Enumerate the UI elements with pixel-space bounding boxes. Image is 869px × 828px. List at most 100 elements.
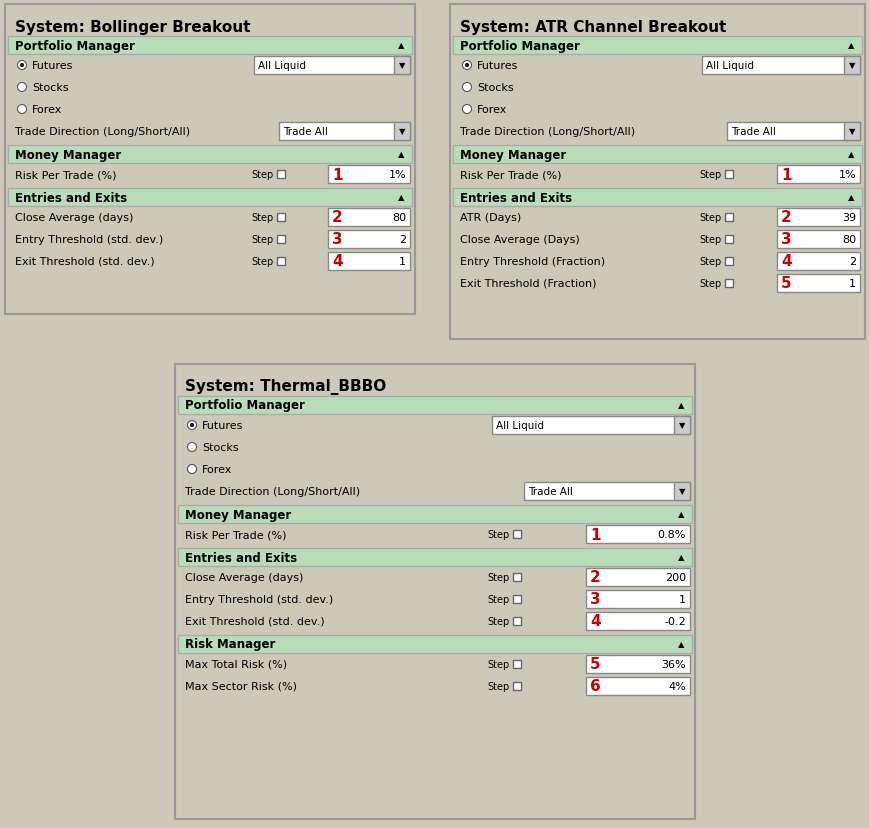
Text: ▼: ▼	[678, 421, 685, 430]
Text: 5: 5	[589, 657, 600, 672]
Text: Entry Threshold (Fraction): Entry Threshold (Fraction)	[460, 257, 605, 267]
Text: Risk Per Trade (%): Risk Per Trade (%)	[185, 529, 286, 539]
Text: 4%: 4%	[667, 681, 686, 691]
Text: Money Manager: Money Manager	[185, 508, 291, 521]
Text: Money Manager: Money Manager	[15, 148, 121, 161]
Bar	[726, 123, 859, 141]
Bar	[175, 364, 694, 819]
Bar	[673, 483, 689, 500]
Text: Forex: Forex	[32, 105, 63, 115]
Text: Stocks: Stocks	[476, 83, 513, 93]
Text: Forex: Forex	[476, 105, 507, 115]
Bar	[843, 123, 859, 141]
Text: ▲: ▲	[677, 640, 683, 648]
Text: Max Sector Risk (%): Max Sector Risk (%)	[185, 681, 296, 691]
Text: Exit Threshold (std. dev.): Exit Threshold (std. dev.)	[185, 616, 324, 626]
Bar	[724, 280, 733, 287]
Text: Step: Step	[251, 234, 273, 245]
Bar	[328, 253, 409, 271]
Text: All Liquid: All Liquid	[258, 61, 306, 71]
Text: Entries and Exits: Entries and Exits	[15, 191, 127, 205]
Text: Entry Threshold (std. dev.): Entry Threshold (std. dev.)	[185, 595, 333, 604]
Text: Futures: Futures	[202, 421, 243, 431]
Text: Trade All: Trade All	[282, 127, 328, 137]
Text: ▼: ▼	[398, 61, 405, 70]
Text: ▼: ▼	[398, 128, 405, 137]
Text: Max Total Risk (%): Max Total Risk (%)	[185, 659, 287, 669]
Text: Risk Manager: Risk Manager	[185, 638, 275, 651]
Bar	[724, 258, 733, 266]
Bar	[178, 548, 691, 566]
Text: Step: Step	[251, 213, 273, 223]
Text: 5: 5	[780, 277, 791, 291]
Bar	[724, 236, 733, 243]
Bar	[586, 568, 689, 586]
Circle shape	[188, 421, 196, 430]
Bar	[453, 37, 861, 55]
Text: Close Average (days): Close Average (days)	[15, 213, 133, 223]
Text: Entries and Exits: Entries and Exits	[460, 191, 572, 205]
Text: 80: 80	[841, 234, 855, 245]
Text: Trade Direction (Long/Short/All): Trade Direction (Long/Short/All)	[15, 127, 190, 137]
Text: ▲: ▲	[846, 151, 853, 159]
Bar	[523, 483, 689, 500]
Text: 2: 2	[589, 570, 600, 585]
Circle shape	[17, 84, 26, 93]
Text: 39: 39	[841, 213, 855, 223]
Circle shape	[188, 443, 196, 452]
Bar	[513, 660, 521, 668]
Text: ▲: ▲	[677, 553, 683, 562]
Bar	[328, 231, 409, 248]
Text: Entries and Exits: Entries and Exits	[185, 551, 297, 564]
Bar	[586, 655, 689, 673]
Text: 2: 2	[848, 257, 855, 267]
Text: 2: 2	[332, 210, 342, 225]
Bar	[586, 590, 689, 609]
Text: System: ATR Channel Breakout: System: ATR Channel Breakout	[460, 20, 726, 35]
Text: Entry Threshold (std. dev.): Entry Threshold (std. dev.)	[15, 234, 163, 245]
Bar	[8, 37, 412, 55]
Text: Step: Step	[487, 572, 508, 582]
Text: ▼: ▼	[678, 487, 685, 496]
Text: ▲: ▲	[397, 193, 404, 202]
Circle shape	[462, 105, 471, 114]
Text: 1: 1	[780, 167, 791, 182]
Bar	[276, 258, 285, 266]
Bar	[328, 209, 409, 227]
Bar	[5, 5, 415, 315]
Bar	[278, 123, 409, 141]
Bar	[453, 146, 861, 164]
Text: Step: Step	[487, 659, 508, 669]
Circle shape	[189, 423, 194, 427]
Text: 1: 1	[678, 595, 686, 604]
Text: ▲: ▲	[846, 41, 853, 51]
Text: 3: 3	[332, 232, 342, 248]
Text: Money Manager: Money Manager	[460, 148, 566, 161]
Text: Portfolio Manager: Portfolio Manager	[460, 40, 580, 52]
Text: 6: 6	[589, 679, 600, 694]
Bar	[724, 214, 733, 222]
Text: ▲: ▲	[677, 401, 683, 410]
Text: Futures: Futures	[476, 61, 518, 71]
Text: Step: Step	[698, 279, 720, 289]
Text: 2: 2	[780, 210, 791, 225]
Text: ▲: ▲	[397, 41, 404, 51]
Text: 3: 3	[780, 232, 791, 248]
Text: Close Average (days): Close Average (days)	[185, 572, 303, 582]
Text: ▲: ▲	[846, 193, 853, 202]
Text: Trade All: Trade All	[527, 486, 572, 497]
Bar	[586, 612, 689, 630]
Text: Futures: Futures	[32, 61, 73, 71]
Bar	[513, 595, 521, 604]
Text: Step: Step	[487, 529, 508, 539]
Bar	[673, 416, 689, 435]
Bar	[513, 617, 521, 625]
Text: Step: Step	[251, 257, 273, 267]
Bar	[776, 166, 859, 184]
Text: 1: 1	[399, 257, 406, 267]
Text: Exit Threshold (std. dev.): Exit Threshold (std. dev.)	[15, 257, 155, 267]
Bar	[328, 166, 409, 184]
Bar	[8, 189, 412, 207]
Circle shape	[17, 61, 26, 70]
Bar	[776, 209, 859, 227]
